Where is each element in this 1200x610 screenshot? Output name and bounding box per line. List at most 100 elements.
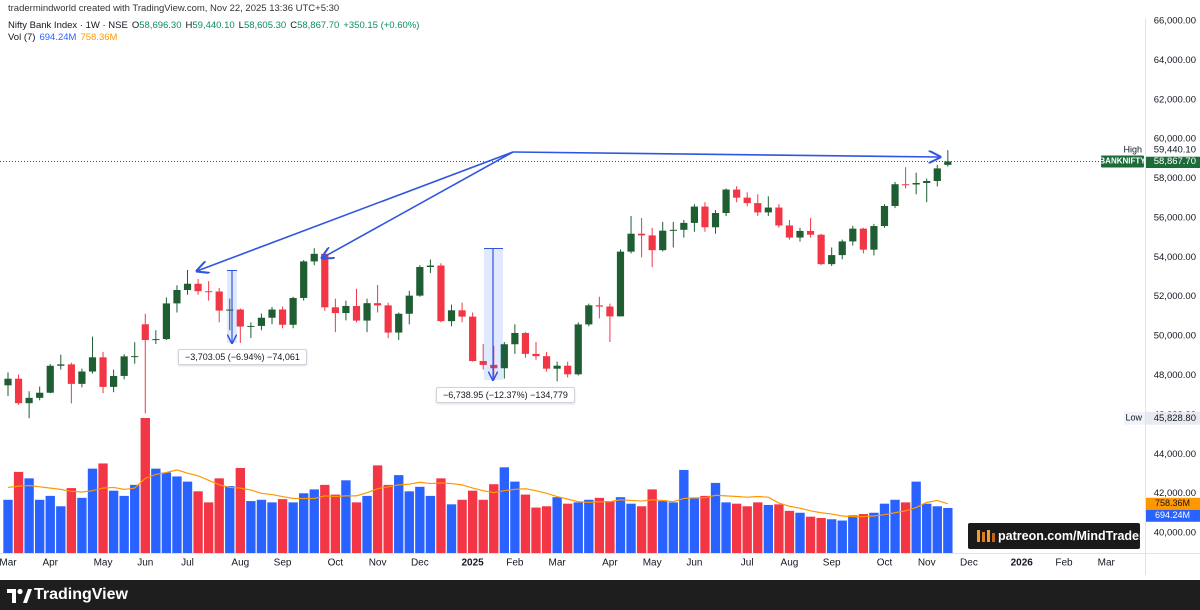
volume-bar xyxy=(700,495,710,553)
candle-body xyxy=(99,357,107,387)
volume-bar xyxy=(478,499,488,553)
x-tick-label: May xyxy=(94,558,113,569)
volume-ma-badge xyxy=(1146,497,1200,510)
candle-body xyxy=(701,206,709,228)
volume-bar xyxy=(563,503,573,553)
low-name-badge xyxy=(1124,411,1145,425)
volume-bar xyxy=(668,502,678,553)
x-tick-label: Apr xyxy=(602,558,618,569)
candle-body xyxy=(57,364,65,366)
volume-bar xyxy=(256,499,267,553)
volume-bar xyxy=(77,497,87,553)
volume-bar xyxy=(805,516,816,553)
candle-body xyxy=(764,207,772,213)
candle-body xyxy=(785,225,794,238)
x-tick-label: 2025 xyxy=(462,558,485,569)
volume-bar xyxy=(172,476,182,553)
candle-body xyxy=(627,233,635,252)
price-scale: 40,000.0042,000.0044,000.0046,000.0048,0… xyxy=(0,16,1200,569)
volume-bar xyxy=(753,502,763,553)
ohlc-key: C xyxy=(290,20,298,31)
x-tick-label: Mar xyxy=(1098,558,1116,569)
volume-bar xyxy=(383,484,393,553)
candle-body xyxy=(743,197,751,204)
ohlc-values: O58,696.30 H59,440.10 L58,605.30 C58,867.70 xyxy=(132,20,340,31)
x-tick-label: Nov xyxy=(918,558,936,569)
volume-bar xyxy=(869,512,879,553)
volume-bar xyxy=(351,502,362,553)
candle-body xyxy=(775,207,783,226)
volume-bar xyxy=(35,499,45,553)
volume-bar xyxy=(615,497,626,553)
x-tick-label: Jun xyxy=(137,558,153,569)
candle-body xyxy=(278,309,287,325)
volume-bar xyxy=(879,503,890,553)
volume-bar xyxy=(647,489,657,553)
volume-bar xyxy=(763,504,773,553)
volume-ma-value: 758.36M xyxy=(80,32,118,43)
volume-bar xyxy=(467,490,478,553)
candle-body xyxy=(374,303,382,306)
candle-body xyxy=(110,375,118,387)
measure-label: −6,738.95 (−12.37%) −134,779 xyxy=(436,387,575,403)
volume-bar xyxy=(837,520,847,553)
volume-bar xyxy=(119,495,129,553)
candle-body xyxy=(733,189,741,198)
candle-body xyxy=(479,361,487,365)
high-name: High xyxy=(1123,145,1142,155)
volume-ma-badge-text: 758.36M xyxy=(1155,498,1190,508)
volume-bar xyxy=(541,506,552,553)
candle-body xyxy=(817,234,825,265)
volume-bar xyxy=(710,482,721,553)
candle-body xyxy=(321,253,329,308)
volume-bar xyxy=(584,499,594,553)
candle-body xyxy=(711,212,720,228)
volume-bar xyxy=(193,491,203,553)
candle-body xyxy=(680,222,688,230)
volume-bar xyxy=(309,489,319,553)
volume-bar xyxy=(446,504,457,553)
candle-body xyxy=(849,228,857,242)
x-tick-label: Oct xyxy=(877,558,893,569)
volume-bar xyxy=(816,517,826,553)
symbol-badge xyxy=(1101,155,1144,168)
candle-body xyxy=(257,317,266,326)
trend-arrow xyxy=(322,151,514,258)
x-tick-label: Feb xyxy=(506,558,524,569)
candle-body xyxy=(416,266,424,296)
volume-bar xyxy=(689,498,700,553)
candle-body xyxy=(247,325,255,327)
y-tick-label: 54,000.00 xyxy=(1154,252,1196,263)
candle-body xyxy=(14,378,23,404)
candle-body xyxy=(120,356,128,376)
candle-body xyxy=(859,228,867,250)
volume-bar xyxy=(56,506,66,553)
volume-bar xyxy=(87,468,98,553)
volume-bar xyxy=(658,501,668,553)
candle-body xyxy=(828,255,836,265)
y-tick-label: 48,000.00 xyxy=(1154,370,1196,381)
volume-bar xyxy=(108,490,119,553)
volume-bar xyxy=(520,494,531,553)
volume-bar xyxy=(848,515,858,553)
candle-body xyxy=(67,364,75,384)
volume-bar xyxy=(510,481,520,553)
candle-body xyxy=(4,378,12,386)
candle-body xyxy=(458,310,466,317)
volume-bar xyxy=(552,497,562,553)
volume-bar xyxy=(362,495,372,553)
volume-bar xyxy=(636,506,647,553)
candle-body xyxy=(490,364,498,369)
measure-label: −3,703.05 (−6.94%) −74,061 xyxy=(178,349,307,365)
candle-body xyxy=(268,309,276,318)
volume-bar xyxy=(922,503,932,553)
candle-body xyxy=(469,316,477,362)
volume-bar xyxy=(130,484,140,553)
volume-bar xyxy=(214,478,224,553)
drawings xyxy=(197,152,940,380)
volume-bar xyxy=(774,504,784,553)
x-tick-label: Mar xyxy=(0,558,17,569)
candle-body xyxy=(36,392,44,398)
candle-body xyxy=(194,283,202,292)
candle-body xyxy=(162,303,170,340)
